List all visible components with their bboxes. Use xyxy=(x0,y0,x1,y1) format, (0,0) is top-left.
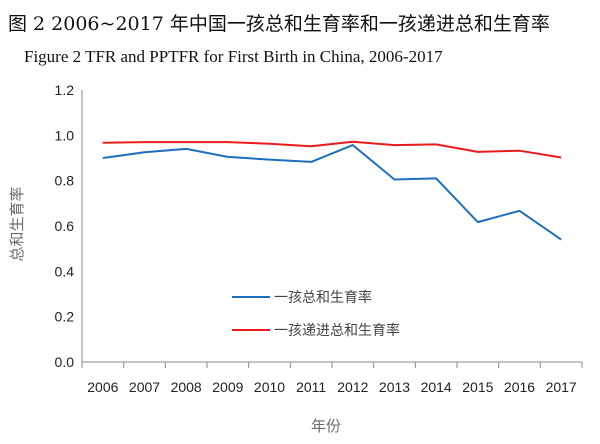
x-tick-label: 2016 xyxy=(504,379,535,395)
y-tick-label: 0.8 xyxy=(55,173,75,189)
x-tick-label: 2007 xyxy=(129,379,160,395)
chart-subtitle: Figure 2 TFR and PPTFR for First Birth i… xyxy=(24,47,443,66)
x-tick-label: 2012 xyxy=(337,379,368,395)
x-tick-label: 2011 xyxy=(296,379,326,395)
series-lines xyxy=(102,140,562,241)
x-tick-label: 2015 xyxy=(462,379,493,395)
x-axis-label: 年份 xyxy=(311,417,341,435)
x-tick-label: 2010 xyxy=(254,379,285,395)
x-tick-labels: 2006 2007 2008 2009 2010 2011 2012 2013 2014 2015… xyxy=(87,379,577,395)
x-tick-label: 2014 xyxy=(421,379,452,395)
y-tick-label: 1.0 xyxy=(55,127,75,143)
x-tick-label: 2013 xyxy=(379,379,410,395)
y-tick-labels: 0.0 0.2 0.4 0.6 0.8 1.0 1.2 xyxy=(55,82,75,370)
legend-entry: 一孩递进总和生育率 xyxy=(274,322,400,339)
x-tick-label: 2006 xyxy=(87,379,118,395)
y-axis-label: 总和生育率 xyxy=(8,186,26,261)
y-tick-label: 0.6 xyxy=(55,218,75,234)
axes xyxy=(81,90,583,368)
x-tick-label: 2008 xyxy=(171,379,202,395)
series-line-1 xyxy=(102,144,562,241)
y-tick-label: 0.2 xyxy=(55,309,75,325)
chart-title: 图 2 2006~2017 年中国一孩总和生育率和一孩递进总和生育率 xyxy=(8,13,550,35)
series-line-2 xyxy=(102,140,562,159)
legend-entry: 一孩总和生育率 xyxy=(274,289,372,306)
y-tick-label: 0.4 xyxy=(55,263,75,279)
x-tick-label: 2017 xyxy=(546,379,577,395)
x-tick-label: 2009 xyxy=(212,379,243,395)
y-tick-label: 0.0 xyxy=(55,354,75,370)
y-tick-label: 1.2 xyxy=(55,82,75,98)
